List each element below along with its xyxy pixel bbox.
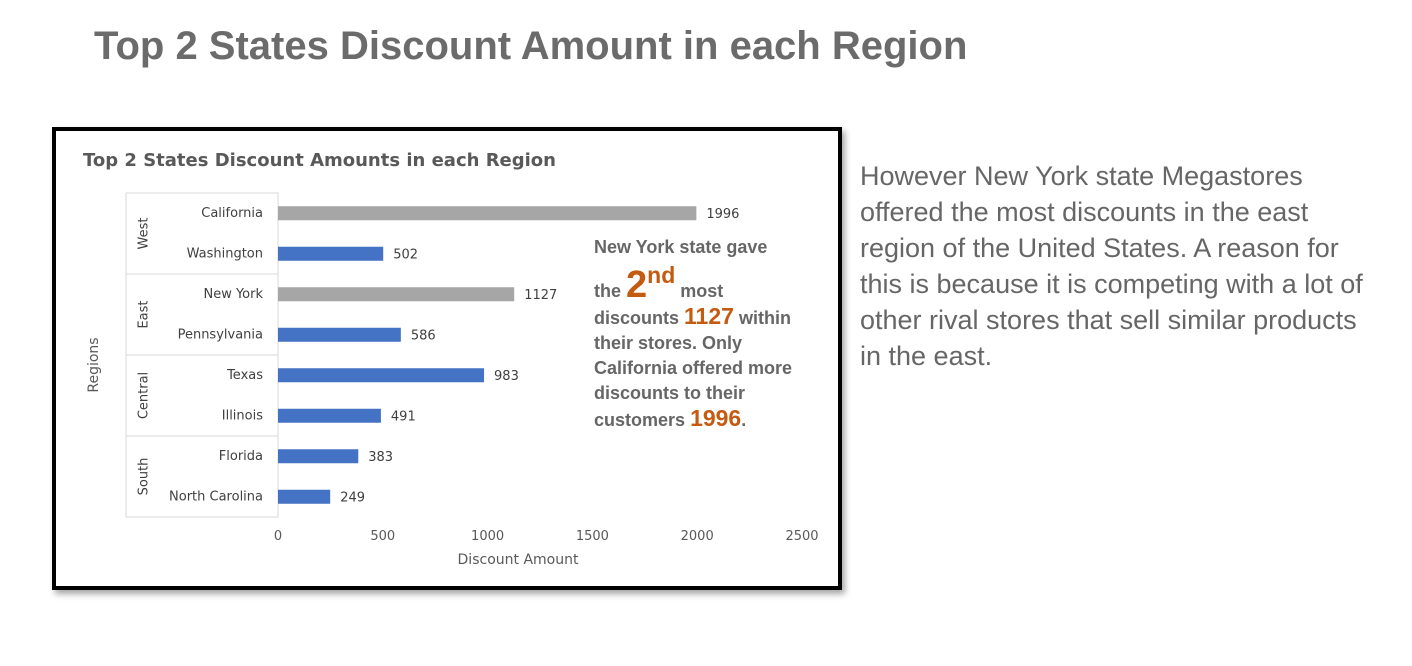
bar	[278, 489, 331, 504]
region-label: West	[137, 218, 152, 250]
callout-line-4: their stores. Only	[594, 333, 743, 353]
callout-rank: 2nd	[626, 262, 676, 306]
callout-within: within	[738, 308, 791, 328]
data-label: 383	[368, 450, 393, 465]
bar	[278, 408, 381, 423]
callout-the: the	[594, 281, 621, 301]
data-label: 1996	[706, 207, 739, 222]
data-label: 983	[494, 369, 519, 384]
data-label: 586	[411, 328, 436, 343]
region-label: East	[137, 300, 152, 328]
category-label: Illinois	[222, 408, 263, 423]
region-label: South	[137, 458, 152, 496]
bar	[278, 206, 697, 221]
category-label: California	[201, 206, 263, 221]
y-axis-title: Regions	[86, 337, 102, 392]
category-label: Florida	[219, 449, 263, 464]
data-label: 1127	[524, 288, 557, 303]
bar	[278, 368, 485, 383]
x-axis-title: Discount Amount	[458, 552, 579, 568]
category-label: Pennsylvania	[178, 327, 263, 342]
x-tick-label: 2000	[681, 529, 714, 544]
x-tick-label: 1500	[576, 529, 609, 544]
callout-line-7: customers 1996.	[594, 406, 830, 433]
data-label: 491	[391, 409, 416, 424]
callout-line-3: discounts 1127 within	[594, 304, 830, 331]
x-tick-label: 1000	[471, 529, 504, 544]
bar-chart: Top 2 States Discount Amounts in each Re…	[83, 150, 819, 568]
bar	[278, 287, 515, 302]
callout-ny-value: 1127	[684, 303, 734, 329]
data-label: 249	[340, 490, 365, 505]
callout-line-2: the 2nd most	[594, 260, 830, 304]
callout-line-6: discounts to their	[594, 383, 746, 403]
side-commentary: However New York state Megastores offere…	[860, 161, 1363, 371]
annotation-callout: New York state gave the 2nd most discoun…	[594, 235, 830, 433]
bar	[278, 246, 384, 261]
callout-period: .	[741, 410, 747, 430]
slide-title: Top 2 States Discount Amount in each Reg…	[94, 24, 968, 68]
bar	[278, 449, 359, 464]
bar	[278, 327, 401, 342]
callout-customers: customers	[594, 410, 686, 430]
data-label: 502	[393, 247, 418, 262]
callout-most: most	[680, 281, 724, 301]
x-tick-label: 0	[274, 529, 282, 544]
category-label: Washington	[187, 246, 263, 261]
x-tick-label: 500	[370, 529, 395, 544]
region-label: Central	[137, 372, 152, 419]
category-label: North Carolina	[169, 489, 263, 504]
callout-line-5: California offered more	[594, 358, 793, 378]
category-label: New York	[203, 287, 263, 302]
category-label: Texas	[226, 368, 263, 383]
x-tick-label: 2500	[785, 529, 818, 544]
callout-line-1: New York state gave	[594, 237, 768, 257]
chart-title: Top 2 States Discount Amounts in each Re…	[83, 150, 556, 171]
chart-frame: Top 2 States Discount Amounts in each Re…	[52, 127, 842, 590]
callout-discounts: discounts	[594, 308, 680, 328]
callout-ca-value: 1996	[690, 405, 742, 431]
callout-rank-suffix: nd	[647, 262, 676, 288]
callout-rank-number: 2	[626, 264, 648, 306]
